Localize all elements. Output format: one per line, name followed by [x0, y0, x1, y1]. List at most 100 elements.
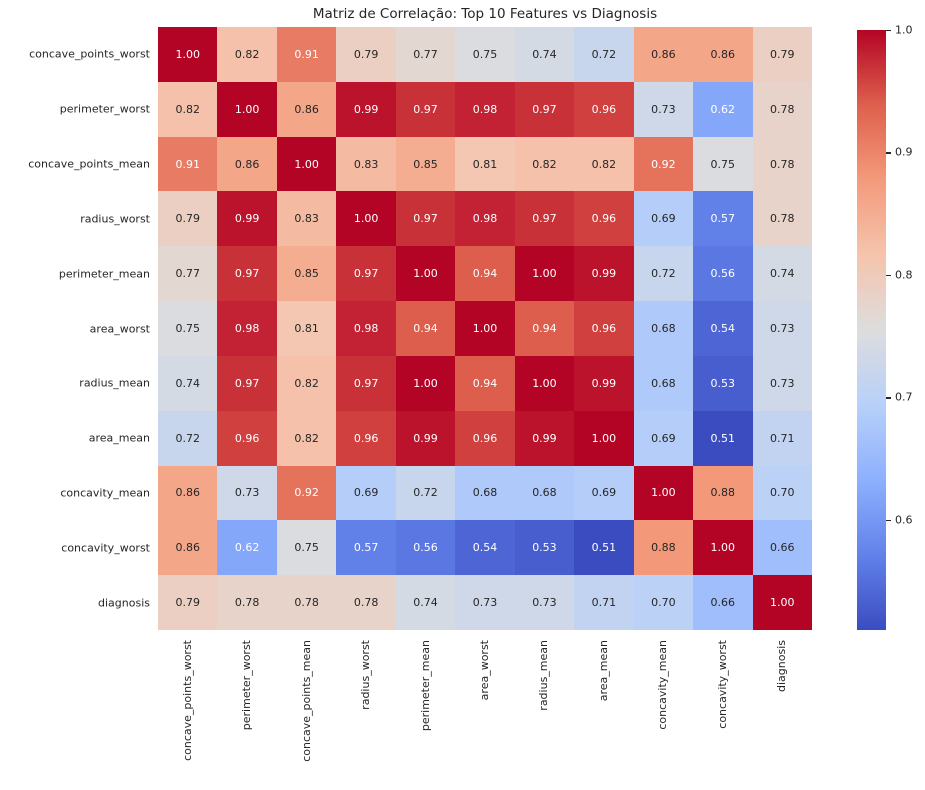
heatmap-cell: 0.69 [574, 465, 634, 521]
heatmap-cell: 0.97 [395, 191, 456, 247]
x-tick-label: concavity_mean [656, 640, 670, 730]
heatmap-cell: 0.82 [158, 81, 218, 137]
colorbar-tick-label: 1.0 [895, 23, 913, 37]
chart-title: Matriz de Correlação: Top 10 Features vs… [312, 6, 658, 22]
heatmap-cell: 1.00 [633, 465, 694, 521]
heatmap-cell: 0.81 [455, 136, 515, 192]
heatmap-cell: 0.94 [455, 355, 515, 411]
y-tick-label: concavity_mean [60, 486, 150, 500]
colorbar: 1.0 0.9 0.8 0.7 0.6 [857, 24, 925, 630]
x-tick-label: concave_points_worst [180, 640, 194, 761]
heatmap-cell: 0.69 [336, 465, 396, 521]
heatmap-cell: 0.75 [276, 520, 337, 576]
heatmap-cell: 0.51 [574, 520, 634, 576]
heatmap-cell: 0.98 [336, 301, 396, 356]
heatmap-cell: 0.79 [336, 27, 396, 82]
heatmap-cell: 0.97 [514, 81, 575, 137]
y-tick-label: radius_mean [79, 376, 150, 390]
heatmap-cell: 0.78 [276, 575, 337, 630]
heatmap-cell: 0.75 [693, 136, 753, 192]
heatmap-cell: 0.74 [752, 246, 812, 302]
heatmap-cell: 0.74 [158, 355, 218, 411]
heatmap-cell: 0.56 [693, 246, 753, 302]
x-tick-label: radius_worst [359, 640, 373, 710]
heatmap-cell: 0.98 [455, 81, 515, 137]
heatmap-cell: 0.69 [633, 191, 694, 247]
y-tick-label: area_mean [88, 431, 150, 445]
heatmap-cell: 1.00 [336, 191, 396, 247]
heatmap-cell: 0.72 [158, 410, 218, 466]
heatmap-cell: 0.72 [395, 465, 456, 521]
heatmap-cell: 0.62 [217, 520, 277, 576]
heatmap-cell: 0.68 [633, 355, 694, 411]
heatmap-cell: 0.86 [217, 136, 277, 192]
heatmap-cell: 0.73 [217, 465, 277, 521]
heatmap-cell: 0.68 [633, 301, 694, 356]
heatmap-cell: 0.97 [217, 246, 277, 302]
y-tick-label: perimeter_mean [58, 267, 150, 281]
x-tick-label: perimeter_worst [240, 640, 254, 731]
heatmap-cell: 0.54 [455, 520, 515, 576]
y-tick-label: diagnosis [98, 596, 150, 610]
heatmap-cell: 1.00 [395, 355, 456, 411]
heatmap-cell: 0.96 [574, 301, 634, 356]
heatmap-cell: 0.99 [217, 191, 277, 247]
colorbar-tick-mark [886, 30, 891, 32]
heatmap-cell: 0.74 [514, 27, 575, 82]
heatmap-cell: 0.82 [574, 136, 634, 192]
heatmap-cell: 0.73 [455, 575, 515, 630]
colorbar-gradient [857, 30, 886, 630]
heatmap-cell: 0.88 [633, 520, 694, 576]
colorbar-tick-label: 0.9 [895, 145, 913, 159]
heatmap-cell: 1.00 [514, 355, 575, 411]
heatmap-cell: 0.81 [276, 301, 337, 356]
heatmap-cell: 1.00 [752, 575, 812, 630]
x-tick-label: radius_mean [537, 640, 551, 711]
heatmap-cell: 0.96 [574, 191, 634, 247]
heatmap-cell: 0.96 [455, 410, 515, 466]
y-tick-label: radius_worst [80, 212, 150, 226]
y-tick-label: concavity_worst [61, 541, 150, 555]
heatmap-cell: 0.91 [158, 136, 218, 192]
heatmap-cell: 0.97 [336, 355, 396, 411]
heatmap-cell: 0.85 [395, 136, 456, 192]
y-axis-labels: concave_points_worst perimeter_worst conca… [0, 27, 150, 630]
heatmap-cell: 0.99 [574, 246, 634, 302]
y-tick-label: concave_points_mean [28, 157, 150, 171]
heatmap-cell: 0.97 [336, 246, 396, 302]
heatmap-cell: 0.94 [514, 301, 575, 356]
heatmap-cell: 0.97 [395, 81, 456, 137]
heatmap-cell: 0.53 [693, 355, 753, 411]
heatmap-cell: 0.75 [158, 301, 218, 356]
heatmap-cell: 0.99 [336, 81, 396, 137]
heatmap-cell: 0.66 [693, 575, 753, 630]
heatmap-cell: 0.92 [276, 465, 337, 521]
heatmap-cell: 0.86 [276, 81, 337, 137]
heatmap-cell: 0.73 [752, 301, 812, 356]
heatmap-cell: 0.96 [217, 410, 277, 466]
x-tick-label: concave_points_mean [299, 640, 313, 762]
heatmap-cell: 0.79 [158, 575, 218, 630]
heatmap-cell: 0.82 [514, 136, 575, 192]
heatmap-cell: 0.82 [276, 355, 337, 411]
heatmap-cell: 0.85 [276, 246, 337, 302]
colorbar-tick-mark [886, 152, 891, 154]
x-tick-label: diagnosis [775, 640, 789, 692]
heatmap-cell: 0.66 [752, 520, 812, 576]
colorbar-tick-mark [886, 519, 891, 521]
colorbar-tick-mark [886, 274, 891, 277]
heatmap-cell: 0.71 [752, 410, 812, 466]
heatmap-cell: 1.00 [217, 81, 277, 137]
x-axis-labels: concave_points_worst perimeter_worst conca… [158, 640, 812, 790]
heatmap-cell: 0.68 [514, 465, 575, 521]
y-tick-label: area_worst [89, 322, 150, 335]
heatmap-cell: 0.86 [633, 27, 694, 82]
heatmap-cell: 1.00 [514, 246, 575, 302]
x-tick-label: area_mean [596, 640, 610, 702]
heatmap-cell: 0.72 [574, 27, 634, 82]
y-tick-label: perimeter_worst [59, 102, 150, 116]
heatmap-cell: 0.98 [217, 301, 277, 356]
heatmap-cell: 0.70 [752, 465, 812, 521]
heatmap-cell: 0.98 [455, 191, 515, 247]
